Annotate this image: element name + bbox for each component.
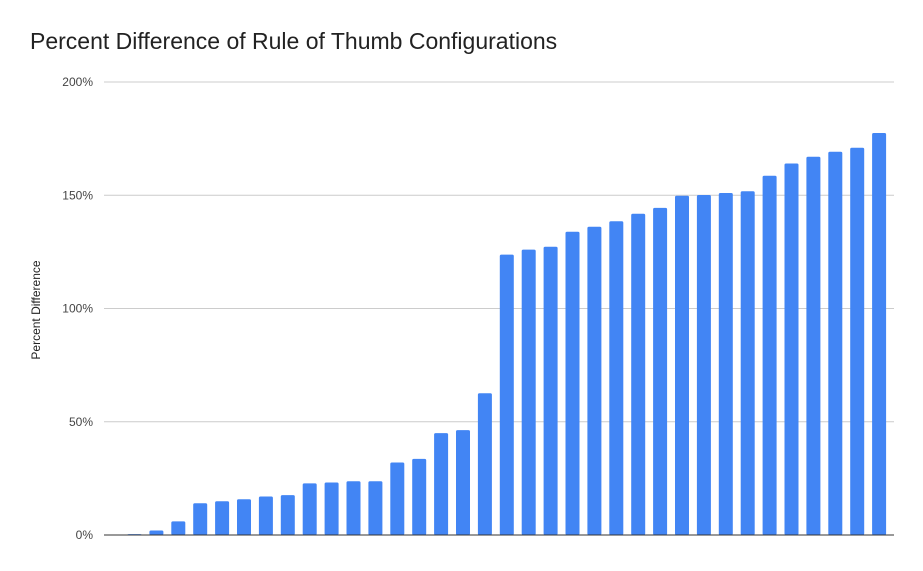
chart-title: Percent Difference of Rule of Thumb Conf…: [30, 28, 558, 54]
y-tick-labels: 0% 50% 100% 150% 200%: [62, 75, 93, 542]
gridlines: [104, 81, 894, 423]
bar: [412, 458, 427, 535]
y-tick-label: 200%: [62, 75, 93, 89]
y-tick-label: 150%: [62, 188, 93, 202]
bar: [718, 193, 733, 535]
bars: [127, 133, 887, 536]
bar: [675, 195, 689, 535]
bar: [499, 254, 514, 535]
bar: [193, 503, 208, 535]
bar: [324, 482, 339, 535]
bar: [456, 430, 470, 535]
bar: [368, 481, 383, 535]
y-tick-label: 100%: [62, 302, 93, 316]
bar: [237, 499, 251, 535]
bar: [609, 221, 624, 536]
bar: [850, 147, 865, 535]
bar: [171, 521, 186, 535]
bar: [696, 195, 711, 535]
bar: [390, 462, 405, 535]
bar: [346, 481, 361, 535]
bar: [565, 231, 580, 535]
bar: [828, 151, 843, 536]
y-tick-label: 50%: [69, 415, 93, 429]
bar: [477, 393, 492, 535]
bar: [521, 249, 536, 535]
bar: [806, 156, 821, 535]
bar: [215, 501, 230, 535]
y-tick-label: 0%: [76, 528, 94, 542]
bar: [872, 133, 887, 535]
bar: [434, 433, 449, 535]
bar: [587, 226, 602, 535]
bar: [543, 246, 558, 535]
bar: [149, 530, 164, 535]
bar: [258, 496, 273, 535]
bar: [280, 495, 295, 535]
bar: [653, 207, 668, 535]
bar: [740, 191, 755, 535]
bar: [762, 175, 777, 536]
bar: [302, 483, 317, 535]
bar: [784, 163, 799, 535]
bar: [631, 213, 646, 536]
